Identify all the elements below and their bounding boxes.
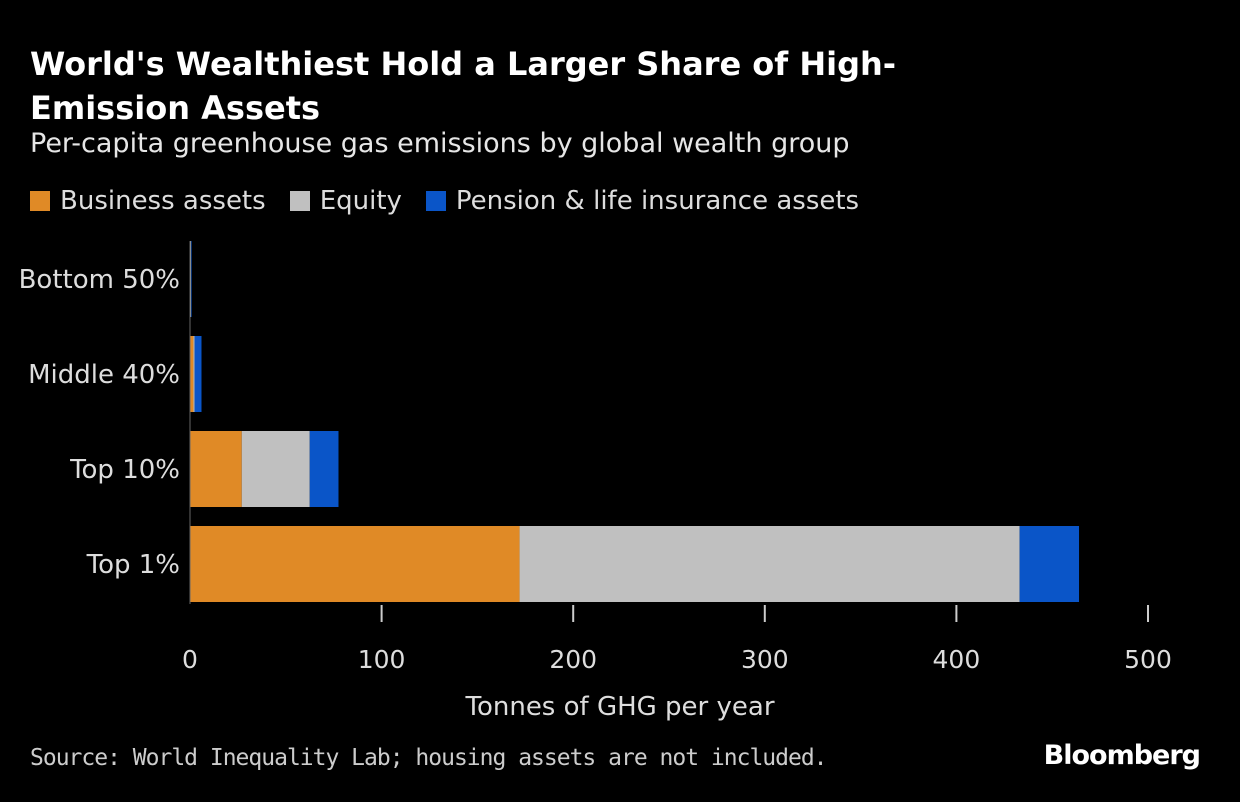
bar-segment [190, 526, 520, 602]
legend-label: Pension & life insurance assets [455, 186, 860, 216]
x-tick-label: 400 [933, 645, 981, 674]
bar-segment [519, 526, 1020, 602]
legend-item: Business assets [30, 186, 266, 216]
bar-segment [194, 336, 202, 412]
chart-title: World's Wealthiest Hold a Larger Share o… [30, 45, 897, 127]
legend-item: Pension & life insurance assets [425, 186, 860, 216]
x-tick-label: 300 [741, 645, 789, 674]
legend-item: Equity [289, 186, 402, 216]
bar-segment [1019, 526, 1080, 602]
bar-segment [309, 431, 339, 507]
category-label: Middle 40% [28, 360, 180, 390]
category-label: Top 1% [86, 550, 180, 580]
bar-segment [241, 431, 310, 507]
legend-swatch [425, 191, 446, 211]
legend-label: Business assets [60, 186, 266, 216]
bar-segment [190, 241, 191, 317]
bar-segment [190, 336, 194, 412]
source-note: Source: World Inequality Lab; housing as… [30, 745, 828, 771]
x-tick-label: 500 [1124, 645, 1172, 674]
x-tick-label: 200 [549, 645, 597, 674]
bloomberg-logo: Bloomberg [1043, 740, 1201, 771]
legend-swatch [30, 191, 50, 211]
category-label: Top 10% [69, 455, 180, 485]
bar-segment [193, 336, 195, 412]
legend-label: Equity [319, 186, 402, 216]
chart-subtitle: Per-capita greenhouse gas emissions by g… [30, 128, 850, 159]
legend-swatch [289, 191, 310, 211]
x-tick-label: 0 [182, 645, 198, 674]
x-axis-label: Tonnes of GHG per year [464, 692, 774, 722]
x-tick-label: 100 [358, 645, 406, 674]
legend: Business assets Equity Pension & life insu… [30, 186, 859, 216]
category-label: Bottom 50% [19, 265, 180, 295]
bar-segment [190, 431, 242, 507]
bar-segment [190, 241, 192, 317]
